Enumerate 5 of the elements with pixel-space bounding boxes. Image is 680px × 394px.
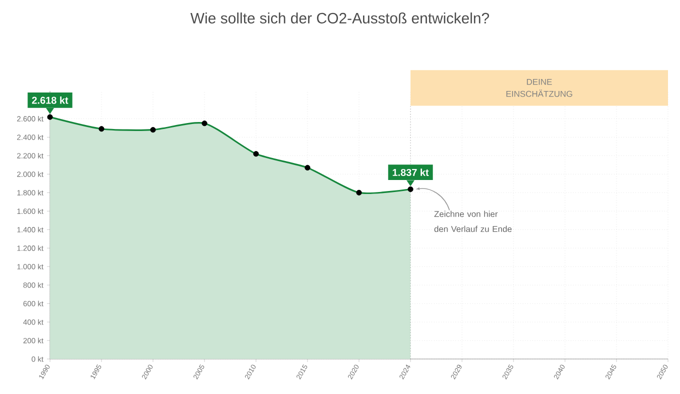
annotation: 1.837 kt bbox=[392, 168, 429, 176]
chart-title: Wie sollte sich der CO2-Ausstoß entwickeln? bbox=[190, 12, 490, 24]
annotation: DEINE EINSCHÄTZUNG bbox=[506, 78, 572, 97]
annotation: 2.618 kt bbox=[32, 96, 68, 104]
annotation: Zeichne von hier den Verlauf zu Ende bbox=[434, 210, 512, 232]
